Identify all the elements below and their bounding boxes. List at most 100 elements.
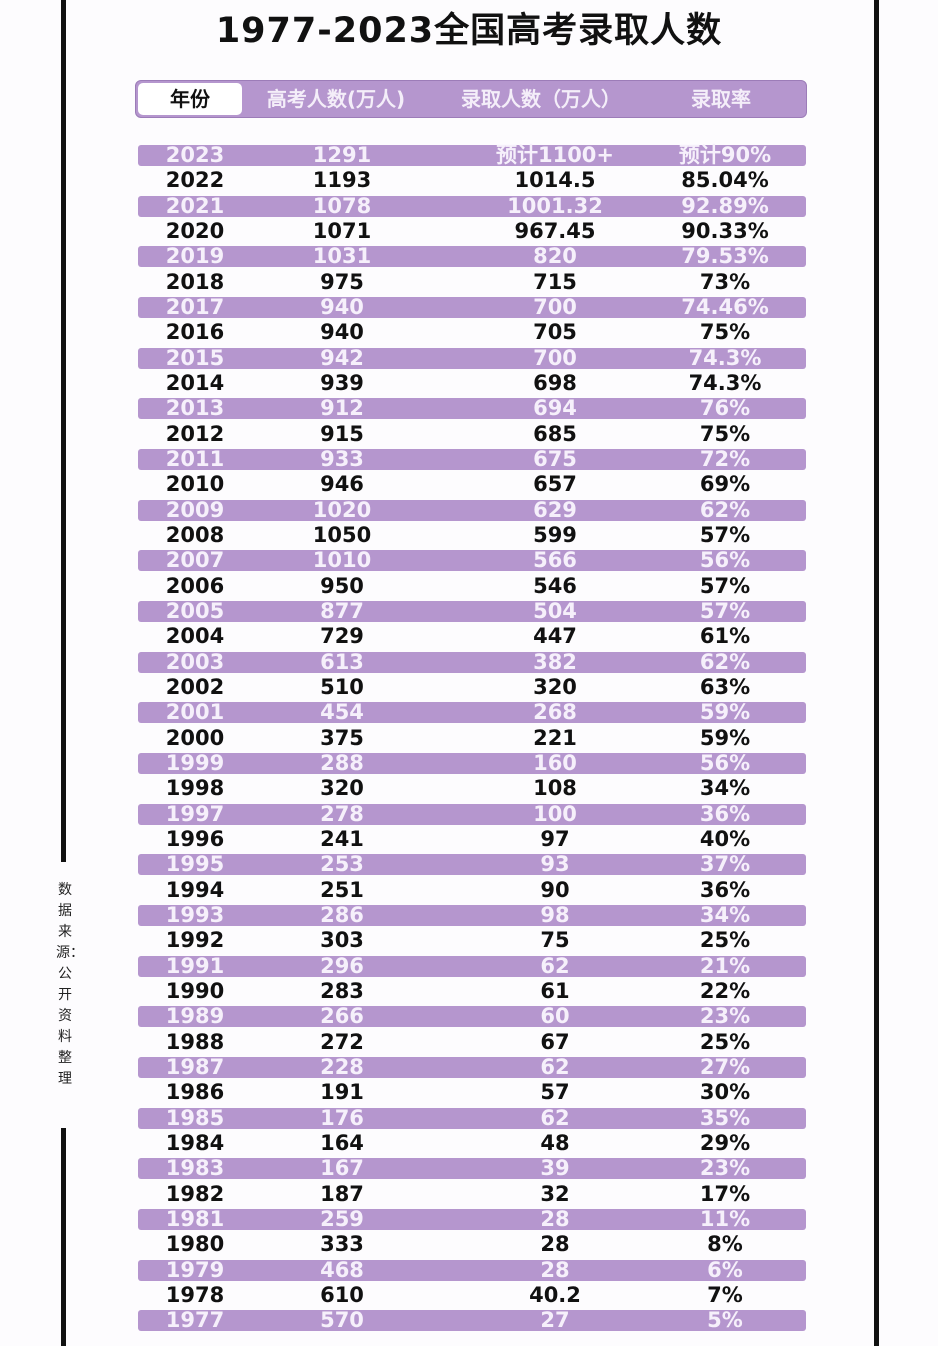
cell-admitted: 98 xyxy=(540,902,570,927)
cell-rate: 57% xyxy=(699,573,751,598)
cell-admitted: 62 xyxy=(540,1054,570,1079)
cell-admitted: 108 xyxy=(533,776,577,801)
cell-year: 1982 xyxy=(165,1181,225,1206)
cell-year: 1995 xyxy=(165,852,225,877)
cell-rate: 11% xyxy=(699,1206,751,1231)
table-row: 1982 187 32 17% xyxy=(138,1181,806,1206)
table-row: 1997 278 100 36% xyxy=(138,803,806,825)
cell-rate: 56% xyxy=(699,548,751,573)
cell-admitted: 221 xyxy=(533,725,577,750)
cell-year: 1987 xyxy=(165,1054,225,1079)
cell-rate: 85.04% xyxy=(681,168,769,193)
table-row: 1987 228 62 27% xyxy=(138,1054,806,1079)
table-row: 2013 912 694 76% xyxy=(138,396,806,421)
cell-admitted: 700 xyxy=(533,294,577,319)
cell-admitted: 28 xyxy=(540,1257,570,1282)
cell-applicants: 613 xyxy=(320,649,364,674)
cell-rate: 73% xyxy=(699,269,751,294)
cell-admitted: 1001.32 xyxy=(507,193,603,218)
cell-applicants: 176 xyxy=(320,1105,364,1130)
cell-rate: 35% xyxy=(699,1105,751,1130)
cell-year: 2015 xyxy=(165,345,225,370)
cell-rate: 59% xyxy=(699,700,751,725)
cell-year: 2002 xyxy=(165,674,225,699)
cell-year: 2016 xyxy=(165,320,225,345)
table-row: 1992 303 75 25% xyxy=(138,930,806,951)
cell-admitted: 27 xyxy=(540,1308,570,1333)
cell-rate: 74.46% xyxy=(681,294,769,319)
cell-applicants: 241 xyxy=(320,826,364,851)
left-border-line-bottom xyxy=(61,1128,66,1346)
cell-admitted: 39 xyxy=(540,1156,570,1181)
cell-admitted: 967.45 xyxy=(514,218,596,243)
cell-admitted: 268 xyxy=(533,700,577,725)
cell-admitted: 48 xyxy=(540,1130,570,1155)
cell-year: 2001 xyxy=(165,700,225,725)
cell-applicants: 320 xyxy=(320,776,364,801)
cell-year: 1996 xyxy=(165,826,225,851)
cell-applicants: 729 xyxy=(320,624,364,649)
cell-rate: 23% xyxy=(699,1004,751,1029)
cell-applicants: 915 xyxy=(320,421,364,446)
cell-rate: 22% xyxy=(699,978,751,1003)
column-header-applicants: 高考人数(万人) xyxy=(266,87,406,111)
table-row: 2010 946 657 69% xyxy=(138,474,806,495)
table-row: 2007 1010 566 56% xyxy=(138,548,806,573)
table-row: 2017 940 700 74.46% xyxy=(138,294,806,319)
cell-admitted: 28 xyxy=(540,1206,570,1231)
table-row: 2021 1078 1001.32 92.89% xyxy=(138,193,806,218)
cell-applicants: 253 xyxy=(320,852,364,877)
cell-rate: 25% xyxy=(699,928,751,953)
cell-applicants: 187 xyxy=(320,1181,364,1206)
cell-admitted: 504 xyxy=(533,598,577,623)
cell-year: 2012 xyxy=(165,421,225,446)
cell-rate: 6% xyxy=(707,1257,743,1282)
cell-admitted: 546 xyxy=(533,573,577,598)
table-row: 2003 613 382 62% xyxy=(138,649,806,674)
table-row: 2023 1291 预计1100+ 预计90% xyxy=(138,145,806,166)
cell-admitted: 32 xyxy=(540,1181,570,1206)
table-row: 1994 251 90 36% xyxy=(138,877,806,902)
cell-year: 2000 xyxy=(165,725,225,750)
cell-rate: 62% xyxy=(699,649,751,674)
cell-applicants: 946 xyxy=(320,472,364,497)
table-row: 1977 570 27 5% xyxy=(138,1308,806,1333)
cell-year: 1994 xyxy=(165,877,225,902)
cell-rate: 75% xyxy=(699,421,751,446)
cell-applicants: 468 xyxy=(320,1257,364,1282)
table-row: 2012 915 685 75% xyxy=(138,421,806,446)
cell-admitted: 705 xyxy=(533,320,577,345)
cell-year: 2009 xyxy=(165,497,225,522)
cell-applicants: 286 xyxy=(320,902,364,927)
cell-applicants: 912 xyxy=(320,396,364,421)
table-row: 1983 167 39 23% xyxy=(138,1156,806,1181)
cell-rate: 40% xyxy=(699,826,751,851)
cell-rate: 76% xyxy=(699,396,751,421)
cell-rate: 21% xyxy=(699,953,751,978)
cell-rate: 36% xyxy=(699,877,751,902)
source-note: 数据来源：公开资料整理 xyxy=(56,882,84,1087)
table-row: 1978 610 40.2 7% xyxy=(138,1284,806,1306)
cell-rate: 79.53% xyxy=(681,244,769,269)
cell-rate: 57% xyxy=(699,522,751,547)
table-row: 2001 454 268 59% xyxy=(138,700,806,725)
cell-year: 2013 xyxy=(165,396,225,421)
cell-year: 2011 xyxy=(165,446,225,471)
cell-admitted: 675 xyxy=(533,446,577,471)
table-row: 2009 1020 629 62% xyxy=(138,497,806,522)
cell-admitted: 60 xyxy=(540,1004,570,1029)
cell-year: 2020 xyxy=(165,218,225,243)
cell-applicants: 167 xyxy=(320,1156,364,1181)
cell-admitted: 61 xyxy=(540,978,570,1003)
cell-applicants: 266 xyxy=(320,1004,364,1029)
cell-year: 1986 xyxy=(165,1080,225,1105)
cell-applicants: 283 xyxy=(320,978,364,1003)
cell-admitted: 93 xyxy=(540,852,570,877)
cell-rate: 8% xyxy=(707,1232,743,1257)
cell-admitted: 685 xyxy=(533,421,577,446)
cell-applicants: 251 xyxy=(320,877,364,902)
cell-admitted: 67 xyxy=(540,1029,570,1054)
table-row: 2019 1031 820 79.53% xyxy=(138,244,806,269)
cell-admitted: 382 xyxy=(533,649,577,674)
cell-year: 1992 xyxy=(165,928,225,953)
